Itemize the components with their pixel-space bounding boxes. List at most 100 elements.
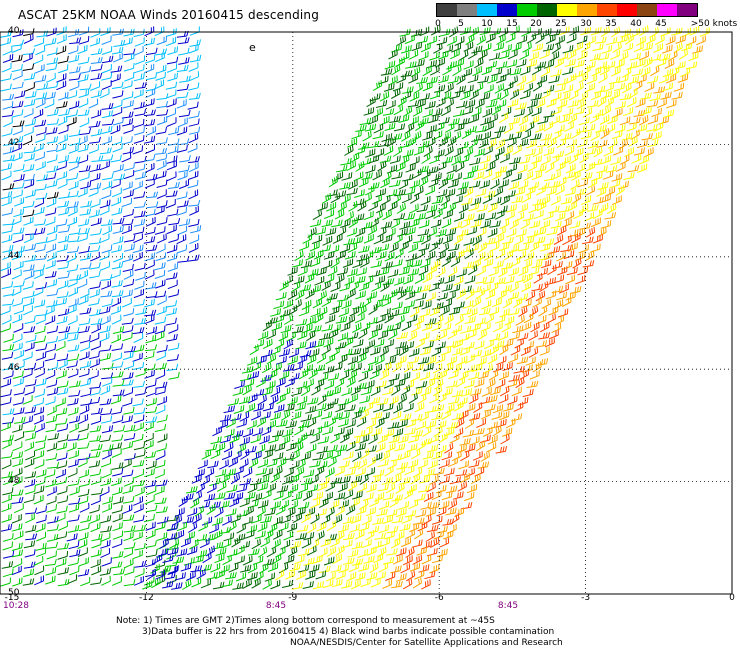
wind-barb	[12, 424, 23, 433]
wind-barb	[332, 233, 343, 244]
wind-barb	[560, 196, 573, 205]
wind-barb	[590, 130, 600, 142]
wind-barb	[396, 35, 407, 46]
wind-barb	[618, 138, 629, 150]
wind-barb	[134, 449, 146, 458]
wind-barb	[389, 348, 401, 358]
wind-barb	[352, 259, 363, 269]
wind-barb	[203, 493, 216, 502]
wind-barb	[133, 73, 145, 82]
wind-barb	[146, 568, 157, 580]
wind-barb	[156, 64, 167, 74]
wind-barb	[515, 58, 527, 68]
wind-barb	[427, 524, 439, 533]
wind-barb	[78, 469, 90, 479]
wind-barb	[430, 25, 441, 36]
wind-barb	[413, 82, 423, 94]
wind-barb	[33, 450, 45, 460]
wind-barb	[467, 165, 479, 174]
wind-barb	[89, 289, 100, 298]
wind-barb	[154, 270, 166, 279]
wind-barb	[432, 404, 445, 412]
wind-barb	[197, 459, 208, 470]
wind-barb	[88, 460, 101, 468]
wind-barb	[580, 131, 592, 140]
wind-barb	[565, 163, 576, 174]
wind-barb	[529, 133, 542, 141]
wind-barb	[464, 99, 476, 109]
wind-barb	[601, 90, 612, 100]
wind-barb	[386, 548, 398, 556]
wind-barb	[264, 572, 275, 582]
wind-barb	[45, 343, 57, 353]
wind-barb	[401, 320, 412, 332]
wind-barb	[33, 414, 44, 425]
legend-label: 45	[655, 19, 667, 29]
wind-barb	[349, 152, 360, 164]
wind-barb	[155, 279, 166, 289]
wind-barb	[578, 244, 589, 254]
wind-barb	[430, 219, 442, 229]
wind-barb	[424, 570, 436, 580]
wind-barb	[112, 576, 122, 586]
wind-barb	[168, 217, 181, 226]
wind-barb	[12, 333, 23, 344]
wind-barb	[339, 244, 351, 254]
wind-barb	[426, 136, 436, 148]
wind-barb	[617, 74, 629, 84]
wind-barb	[79, 360, 92, 369]
wind-barb	[101, 154, 114, 162]
wind-barb	[490, 92, 502, 102]
wind-barb	[123, 542, 136, 550]
wind-barb	[522, 388, 534, 398]
wind-barb	[177, 138, 190, 146]
wind-barb	[302, 490, 313, 501]
wind-barb	[337, 294, 349, 302]
wind-barb	[155, 252, 167, 262]
wind-barb	[526, 32, 537, 44]
wind-barb	[426, 124, 437, 134]
wind-barb	[144, 269, 155, 280]
wind-barb	[544, 277, 557, 286]
wind-barb	[166, 98, 177, 108]
wind-barb	[626, 61, 638, 70]
wind-barb	[223, 532, 235, 542]
wind-barb	[1, 281, 14, 290]
wind-barb	[110, 305, 122, 315]
wind-barb	[177, 83, 189, 92]
wind-barb	[434, 121, 445, 132]
wind-barb	[416, 546, 427, 556]
wind-barb	[408, 203, 419, 214]
wind-barb	[177, 225, 188, 236]
wind-barb	[11, 142, 22, 153]
wind-barb	[22, 415, 34, 425]
wind-barb	[166, 363, 179, 371]
wind-barb	[346, 288, 356, 300]
wind-barb	[100, 280, 112, 290]
wind-barb	[607, 138, 618, 149]
wind-barb	[656, 57, 667, 68]
wind-barb	[13, 503, 24, 514]
wind-barb	[362, 130, 372, 142]
wind-barb	[438, 50, 449, 60]
wind-barb	[77, 442, 90, 450]
wind-barb	[441, 105, 451, 117]
wind-barb	[13, 387, 26, 396]
wind-barb	[111, 314, 122, 325]
wind-barb	[77, 547, 88, 557]
wind-barb	[207, 460, 219, 469]
wind-barb	[389, 115, 401, 123]
wind-barb	[0, 37, 12, 46]
wind-barb	[2, 568, 14, 578]
wind-barb	[469, 26, 480, 38]
wind-barb	[439, 242, 450, 254]
wind-barb	[57, 91, 69, 101]
wind-barb	[475, 98, 485, 109]
wind-barb	[123, 531, 134, 542]
wind-barb	[219, 459, 229, 470]
wind-barb	[441, 283, 453, 292]
wind-barb	[44, 91, 56, 100]
wind-barb	[438, 475, 450, 484]
wind-barb	[295, 318, 308, 326]
wind-barb	[432, 385, 443, 397]
